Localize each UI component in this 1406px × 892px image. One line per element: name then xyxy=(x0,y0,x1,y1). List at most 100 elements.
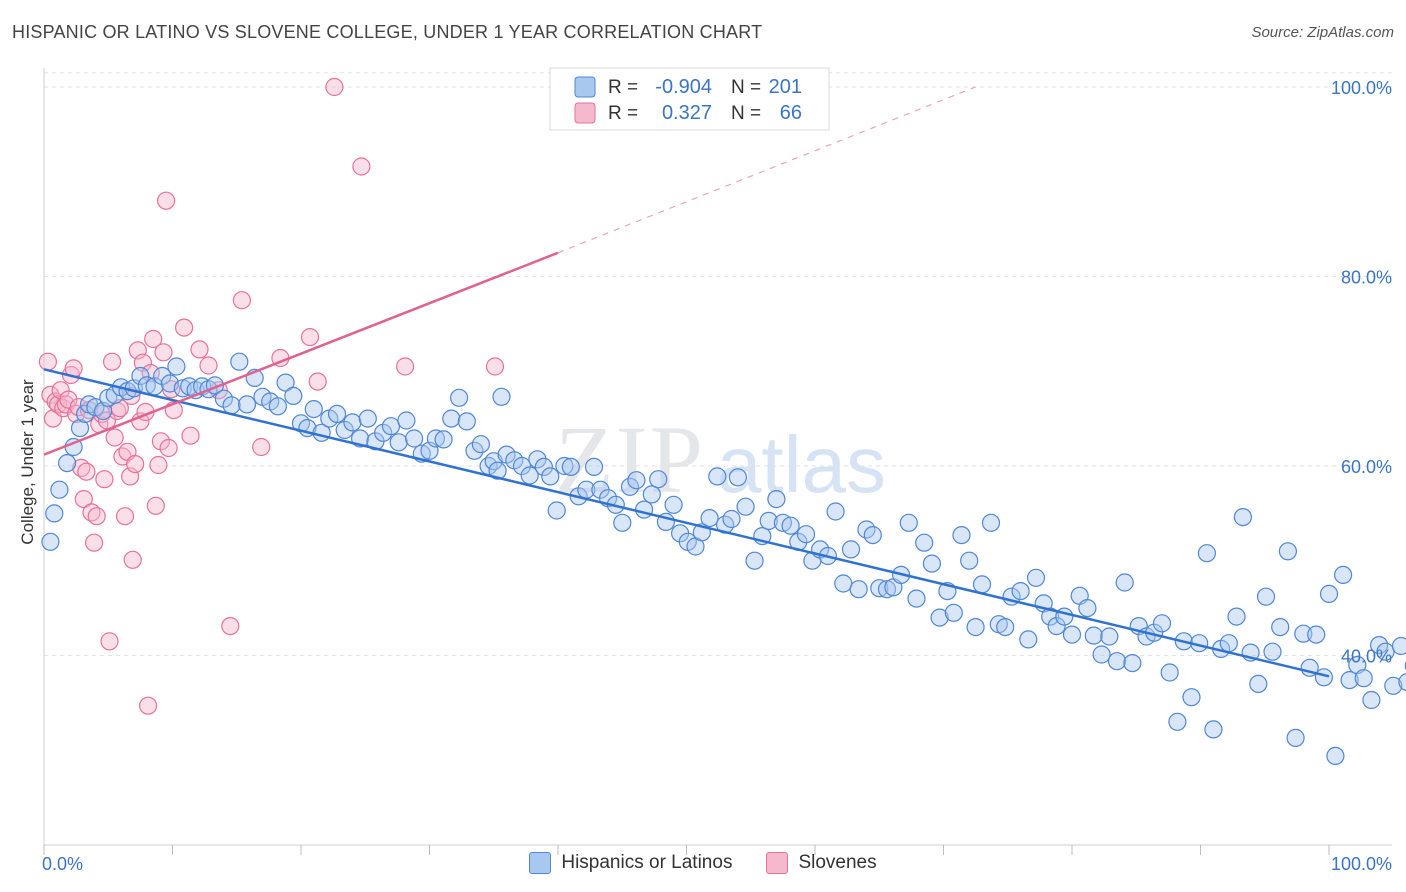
hispanics-point xyxy=(1314,668,1334,687)
hispanics-point xyxy=(981,513,1001,532)
slovenes-point xyxy=(151,432,170,451)
hispanics-point xyxy=(1326,746,1345,766)
slovenes-point xyxy=(396,357,415,376)
hispanics-point xyxy=(826,502,845,521)
hispanics-point xyxy=(952,525,971,545)
hispanics-point xyxy=(397,411,416,430)
hispanics-point xyxy=(1391,636,1406,656)
hispanics-point xyxy=(304,400,323,419)
hispanics-point xyxy=(1256,587,1276,606)
hispanics-point xyxy=(1263,642,1282,661)
hispanics-point xyxy=(465,441,484,460)
slovenes-point xyxy=(252,437,271,457)
hispanics-point xyxy=(335,420,354,440)
trend-lines xyxy=(43,86,1330,678)
hispanics-point xyxy=(1092,645,1111,664)
hispanics-trend-line xyxy=(43,368,1330,678)
slovenes-point xyxy=(181,426,200,445)
hispanics-point xyxy=(1307,625,1326,644)
hispanics-point xyxy=(767,490,786,509)
x-ticks xyxy=(43,845,1330,855)
hispanics-point xyxy=(555,456,574,476)
hispanics-point xyxy=(1152,614,1172,633)
hispanics-point xyxy=(57,454,77,473)
slovenes-point xyxy=(87,507,106,526)
hispanics-point xyxy=(471,435,490,454)
stats-r-value-2: 0.327 xyxy=(662,102,712,124)
hispanics-point xyxy=(534,457,554,476)
hispanics-point xyxy=(944,603,963,622)
hispanics-point xyxy=(907,589,926,608)
hispanics-point xyxy=(75,404,95,423)
hispanics-point xyxy=(1286,728,1305,748)
hispanics-point xyxy=(1182,688,1201,707)
hispanics-point xyxy=(649,470,668,489)
hispanics-point xyxy=(1100,627,1119,646)
hispanics-point xyxy=(1398,673,1406,691)
hispanics-point xyxy=(700,508,719,528)
hispanics-point xyxy=(222,396,241,415)
hispanics-point xyxy=(1249,674,1268,694)
slovenes-point xyxy=(232,291,251,310)
y-tick-label: 80.0% xyxy=(1341,267,1392,287)
hispanics-point xyxy=(930,608,949,627)
hispanics-point xyxy=(488,461,507,480)
slovenes-point xyxy=(84,533,104,552)
slovenes-point xyxy=(159,438,178,458)
hispanics-point xyxy=(736,497,755,516)
slovenes-trend-line xyxy=(43,251,559,456)
hispanics-point xyxy=(759,511,778,531)
stats-r-label-1: R = xyxy=(608,77,638,98)
hispanics-point xyxy=(1084,626,1103,645)
chart-title: HISPANIC OR LATINO VS SLOVENE COLLEGE, U… xyxy=(12,22,763,42)
hispanics-point xyxy=(520,466,539,485)
hispanics-point xyxy=(1115,573,1134,592)
slovenes-trend-extension xyxy=(557,86,976,254)
hispanics-point xyxy=(877,580,897,599)
hispanics-point xyxy=(434,430,453,449)
hispanics-point xyxy=(1233,507,1253,527)
source-label: Source: ZipAtlas.com xyxy=(1251,24,1394,41)
hispanics-point xyxy=(153,366,172,386)
hispanics-point xyxy=(547,501,566,520)
hispanics-point xyxy=(1204,720,1223,739)
hispanics-point xyxy=(834,574,853,593)
hispanics-point xyxy=(996,617,1015,637)
slovenes-point xyxy=(352,157,371,176)
hispanics-point xyxy=(722,509,741,529)
slovenes-point xyxy=(485,357,505,376)
hispanics-point xyxy=(1271,617,1290,637)
watermark-atlas: atlas xyxy=(717,420,886,509)
legend-item-hispanics[interactable]: Hispanics or Latinos xyxy=(529,852,732,874)
slovenes-point xyxy=(221,616,240,636)
hispanics-point xyxy=(728,468,748,487)
stats-swatch-blue xyxy=(574,76,596,98)
hispanics-point xyxy=(457,412,476,431)
hispanics-point xyxy=(405,429,424,448)
y-tick-labels: 40.0% 60.0% 80.0% 100.0% xyxy=(1331,78,1392,667)
hispanics-point xyxy=(1384,676,1403,695)
hispanics-point xyxy=(41,532,60,551)
hispanics-point xyxy=(541,467,560,486)
slovenes-point xyxy=(157,191,176,210)
hispanics-point xyxy=(627,471,646,490)
hispanics-point xyxy=(358,409,377,428)
slovenes-point xyxy=(102,352,122,371)
slovenes-point xyxy=(95,470,114,489)
hispanics-point xyxy=(1219,634,1238,653)
legend-label-hispanics: Hispanics or Latinos xyxy=(561,852,733,873)
hispanics-point xyxy=(1294,624,1313,643)
hispanics-point xyxy=(708,467,727,486)
hispanics-point xyxy=(796,525,816,544)
hispanics-point xyxy=(634,500,654,519)
y-tick-label: 60.0% xyxy=(1341,457,1392,477)
hispanics-point xyxy=(960,551,979,570)
hispanics-point xyxy=(745,551,764,570)
hispanics-point xyxy=(1340,670,1359,690)
slovenes-point xyxy=(59,390,78,409)
stats-legend-box xyxy=(549,67,830,131)
slovenes-point xyxy=(308,372,327,391)
hispanics-point xyxy=(1160,663,1179,682)
legend-item-slovenes[interactable]: Slovenes xyxy=(766,852,877,874)
hispanics-point xyxy=(492,387,511,406)
